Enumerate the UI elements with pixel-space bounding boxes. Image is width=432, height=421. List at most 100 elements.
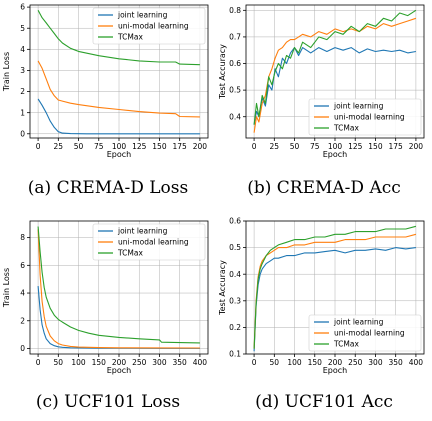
chart-panel-ucf-acc: 0 50 100 150 200 250 300 350 400 0.1 0.2 0.3 0.4 0.5 0… — [216, 216, 432, 376]
x-tick-label: 75 — [94, 142, 104, 151]
x-tick-label: 0 — [36, 358, 41, 367]
y-tick-label: 0.1 — [229, 350, 241, 359]
y-tick-label: 0.6 — [229, 59, 241, 68]
legend-label-1: uni-modal learning — [334, 113, 405, 122]
x-tick-label: 0 — [252, 142, 257, 151]
x-tick-label: 100 — [112, 142, 127, 151]
y-tick-label: 0.2 — [229, 323, 241, 332]
y-axis-label: Test Accuracy — [218, 260, 227, 316]
series-line-1 — [253, 233, 417, 349]
y-tick-label: 6 — [20, 261, 25, 270]
x-tick-label: 175 — [389, 142, 404, 151]
x-tick-label: 150 — [308, 358, 323, 367]
legend-box — [92, 223, 206, 261]
y-tick-label: 0.4 — [229, 112, 241, 121]
chart-panel-ucf-loss: 0 50 100 150 200 250 300 350 400 0 2 4 6 8 Epoch Train … — [0, 216, 216, 376]
legend: joint learning uni-modal learning TCMax — [92, 7, 206, 45]
legend: joint learning uni-modal learning TCMax — [308, 98, 422, 136]
x-tick-label: 150 — [368, 142, 383, 151]
chart-panel-crema-loss: 0 25 50 75 100 125 150 175 200 0 1 2 3 4 5 6 Epoch Train … — [0, 0, 216, 160]
y-tick-label: 0.7 — [229, 33, 241, 42]
x-tick-label: 100 — [71, 358, 86, 367]
x-tick-label: 200 — [193, 142, 208, 151]
ucf-acc-chart: 0 50 100 150 200 250 300 350 400 0.1 0.2 0.3 0.4 0.5 0… — [218, 217, 425, 375]
crema-acc-chart: 0 25 50 75 100 125 150 175 200 0.4 0.5 0.6 0.7 0.8 Epo… — [218, 4, 425, 159]
legend-label-1: uni-modal learning — [118, 22, 189, 31]
x-tick-label: 300 — [152, 358, 167, 367]
x-axis-label: Epoch — [323, 150, 348, 159]
x-tick-label: 50 — [54, 358, 64, 367]
legend-box — [92, 7, 206, 45]
x-tick-label: 0 — [36, 142, 41, 151]
x-tick-label: 100 — [287, 358, 302, 367]
legend-label-2: TCMax — [333, 124, 359, 133]
legend: joint learning uni-modal learning TCMax — [92, 223, 206, 261]
x-tick-label: 300 — [368, 358, 383, 367]
x-tick-label: 150 — [152, 142, 167, 151]
chart-panel-crema-acc: 0 25 50 75 100 125 150 175 200 0.4 0.5 0.6 0.7 0.8 Epo… — [216, 0, 432, 160]
legend-label-0: joint learning — [117, 227, 168, 236]
x-tick-label: 350 — [173, 358, 188, 367]
x-axis-label: Epoch — [107, 366, 132, 375]
y-tick-label: 0.6 — [229, 217, 241, 226]
x-tick-label: 50 — [74, 142, 84, 151]
y-tick-label: 8 — [20, 233, 25, 242]
x-tick-label: 200 — [328, 358, 343, 367]
y-tick-label: 2 — [20, 316, 25, 325]
series-line-0 — [253, 47, 416, 125]
caption-crema-acc: (b) CREMA-D Acc — [247, 178, 401, 198]
caption-ucf-acc: (d) UCF101 Acc — [255, 392, 393, 412]
x-tick-label: 50 — [270, 358, 280, 367]
x-tick-label: 150 — [92, 358, 107, 367]
x-tick-label: 200 — [409, 142, 424, 151]
y-tick-label: 0 — [20, 344, 25, 353]
x-tick-label: 50 — [290, 142, 300, 151]
y-tick-label: 0.4 — [229, 270, 241, 279]
ucf-loss-chart: 0 50 100 150 200 250 300 350 400 0 2 4 6 8 Epoch Train … — [2, 220, 209, 375]
caption-crema-loss: (a) CREMA-D Loss — [27, 178, 189, 198]
legend-label-0: joint learning — [333, 102, 384, 111]
x-tick-label: 400 — [409, 358, 424, 367]
y-tick-label: 3 — [20, 66, 25, 75]
x-tick-label: 75 — [310, 142, 320, 151]
x-tick-label: 125 — [132, 142, 147, 151]
series-line-2 — [37, 226, 200, 344]
x-tick-label: 25 — [54, 142, 64, 151]
y-tick-label: 4 — [20, 45, 25, 54]
series-line-0 — [37, 98, 200, 135]
x-tick-label: 350 — [389, 358, 404, 367]
caption-ucf-loss: (c) UCF101 Loss — [35, 392, 181, 412]
y-tick-label: 5 — [20, 24, 25, 33]
crema-loss-chart: 0 25 50 75 100 125 150 175 200 0 1 2 3 4 5 6 Epoch Train … — [2, 3, 209, 159]
x-tick-label: 175 — [173, 142, 188, 151]
y-tick-label: 1 — [20, 108, 25, 117]
x-tick-label: 400 — [193, 358, 208, 367]
x-tick-label: 250 — [348, 358, 363, 367]
series-line-2 — [253, 9, 417, 125]
legend-box — [308, 314, 422, 352]
legend-box — [308, 98, 422, 136]
legend: joint learning uni-modal learning TCMax — [308, 314, 422, 352]
y-tick-label: 0 — [20, 129, 25, 138]
legend-label-2: TCMax — [333, 340, 359, 349]
legend-label-2: TCMax — [117, 33, 143, 42]
x-tick-label: 125 — [348, 142, 363, 151]
legend-label-2: TCMax — [117, 249, 143, 258]
x-tick-label: 0 — [252, 358, 257, 367]
x-tick-label: 25 — [270, 142, 280, 151]
y-tick-label: 0.5 — [229, 243, 241, 252]
series-line-2 — [37, 10, 200, 66]
legend-label-1: uni-modal learning — [334, 329, 405, 338]
x-tick-label: 200 — [112, 358, 127, 367]
y-axis-label: Test Accuracy — [218, 44, 227, 100]
series-line-0 — [253, 247, 416, 352]
series-line-1 — [37, 229, 200, 349]
series-line-1 — [37, 60, 200, 118]
y-tick-label: 0.3 — [229, 296, 241, 305]
legend-label-0: joint learning — [117, 11, 168, 20]
series-line-2 — [253, 225, 417, 349]
x-tick-label: 250 — [132, 358, 147, 367]
y-tick-label: 6 — [20, 3, 25, 12]
legend-label-1: uni-modal learning — [118, 238, 189, 247]
x-axis-label: Epoch — [323, 366, 348, 375]
